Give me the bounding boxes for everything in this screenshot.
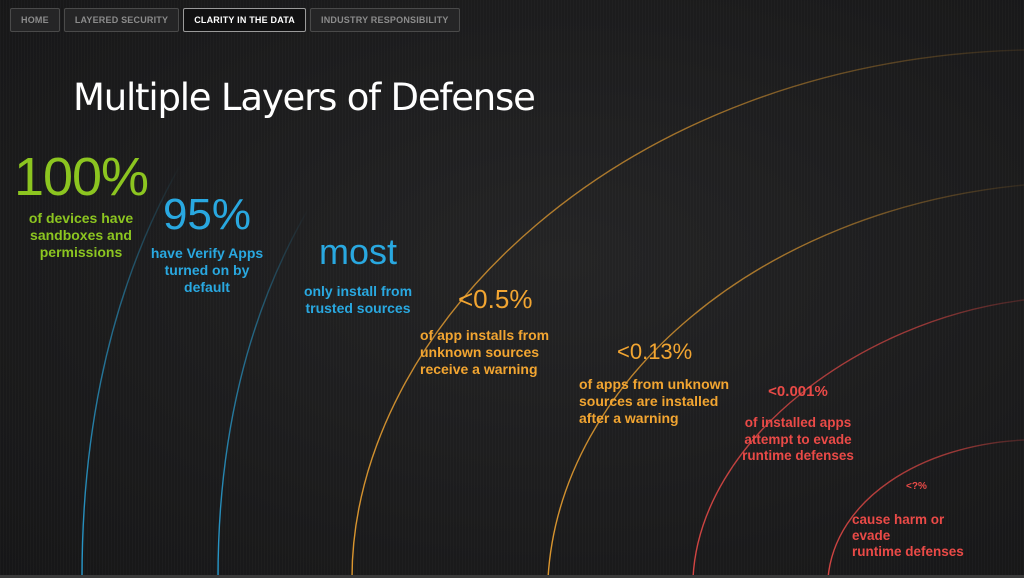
stat-unknown-sources-warning-desc: of app installs from unknown sources rec… (420, 327, 550, 377)
stat-runtime-evasion: <0.001% of installed apps attempt to eva… (732, 384, 864, 465)
stat-verify-apps: 95% have Verify Apps turned on by defaul… (140, 193, 274, 295)
bottom-divider (0, 575, 1024, 578)
stat-verify-apps-desc: have Verify Apps turned on by default (150, 245, 264, 295)
stat-cause-harm: <?% cause harm or evade runtime defenses (846, 482, 976, 561)
nav-home-button[interactable]: HOME (10, 8, 60, 32)
arc-layer-verify-apps (81, 109, 216, 578)
stat-installed-after-warning: <0.13% of apps from unknown sources are … (572, 341, 757, 426)
nav-layered-security-button[interactable]: LAYERED SECURITY (63, 8, 180, 32)
stat-runtime-evasion-desc: of installed apps attempt to evade runti… (742, 415, 854, 464)
nav-industry-responsibility-button[interactable]: INDUSTRY RESPONSIBILITY (310, 8, 460, 32)
stat-installed-after-warning-value: <0.13% (617, 339, 693, 364)
stat-sandboxes-desc: of devices have sandboxes and permission… (28, 210, 134, 260)
stat-verify-apps-value: 95% (162, 190, 252, 239)
stat-trusted-sources-value: most (318, 231, 397, 272)
stat-sandboxes-value: 100% (13, 147, 149, 207)
stat-unknown-sources-warning: <0.5% of app installs from unknown sourc… (412, 286, 592, 377)
stat-trusted-sources-desc: only install from trusted sources (303, 283, 413, 316)
arc-layer-unknown-sources-warning (351, 49, 1024, 578)
arc-layer-harm (827, 439, 1024, 578)
arc-layer-runtime-evasion (692, 299, 1024, 578)
stat-trusted-sources: most only install from trusted sources (285, 234, 431, 317)
stat-runtime-evasion-value: <0.001% (768, 383, 828, 400)
arc-layer-trusted-sources (217, 159, 341, 578)
nav-clarity-in-the-data-button[interactable]: CLARITY IN THE DATA (183, 8, 306, 32)
stat-unknown-sources-warning-value: <0.5% (458, 284, 533, 314)
top-nav: HOME LAYERED SECURITY CLARITY IN THE DAT… (10, 8, 460, 32)
stat-cause-harm-desc: cause harm or evade runtime defenses (852, 512, 964, 560)
stat-cause-harm-value: <?% (906, 481, 927, 492)
stat-installed-after-warning-desc: of apps from unknown sources are install… (579, 376, 730, 426)
page-title: Multiple Layers of Defense (73, 76, 536, 119)
arc-layer-installed-after-warning (547, 184, 1024, 578)
stat-sandboxes: 100% of devices have sandboxes and permi… (2, 150, 160, 260)
